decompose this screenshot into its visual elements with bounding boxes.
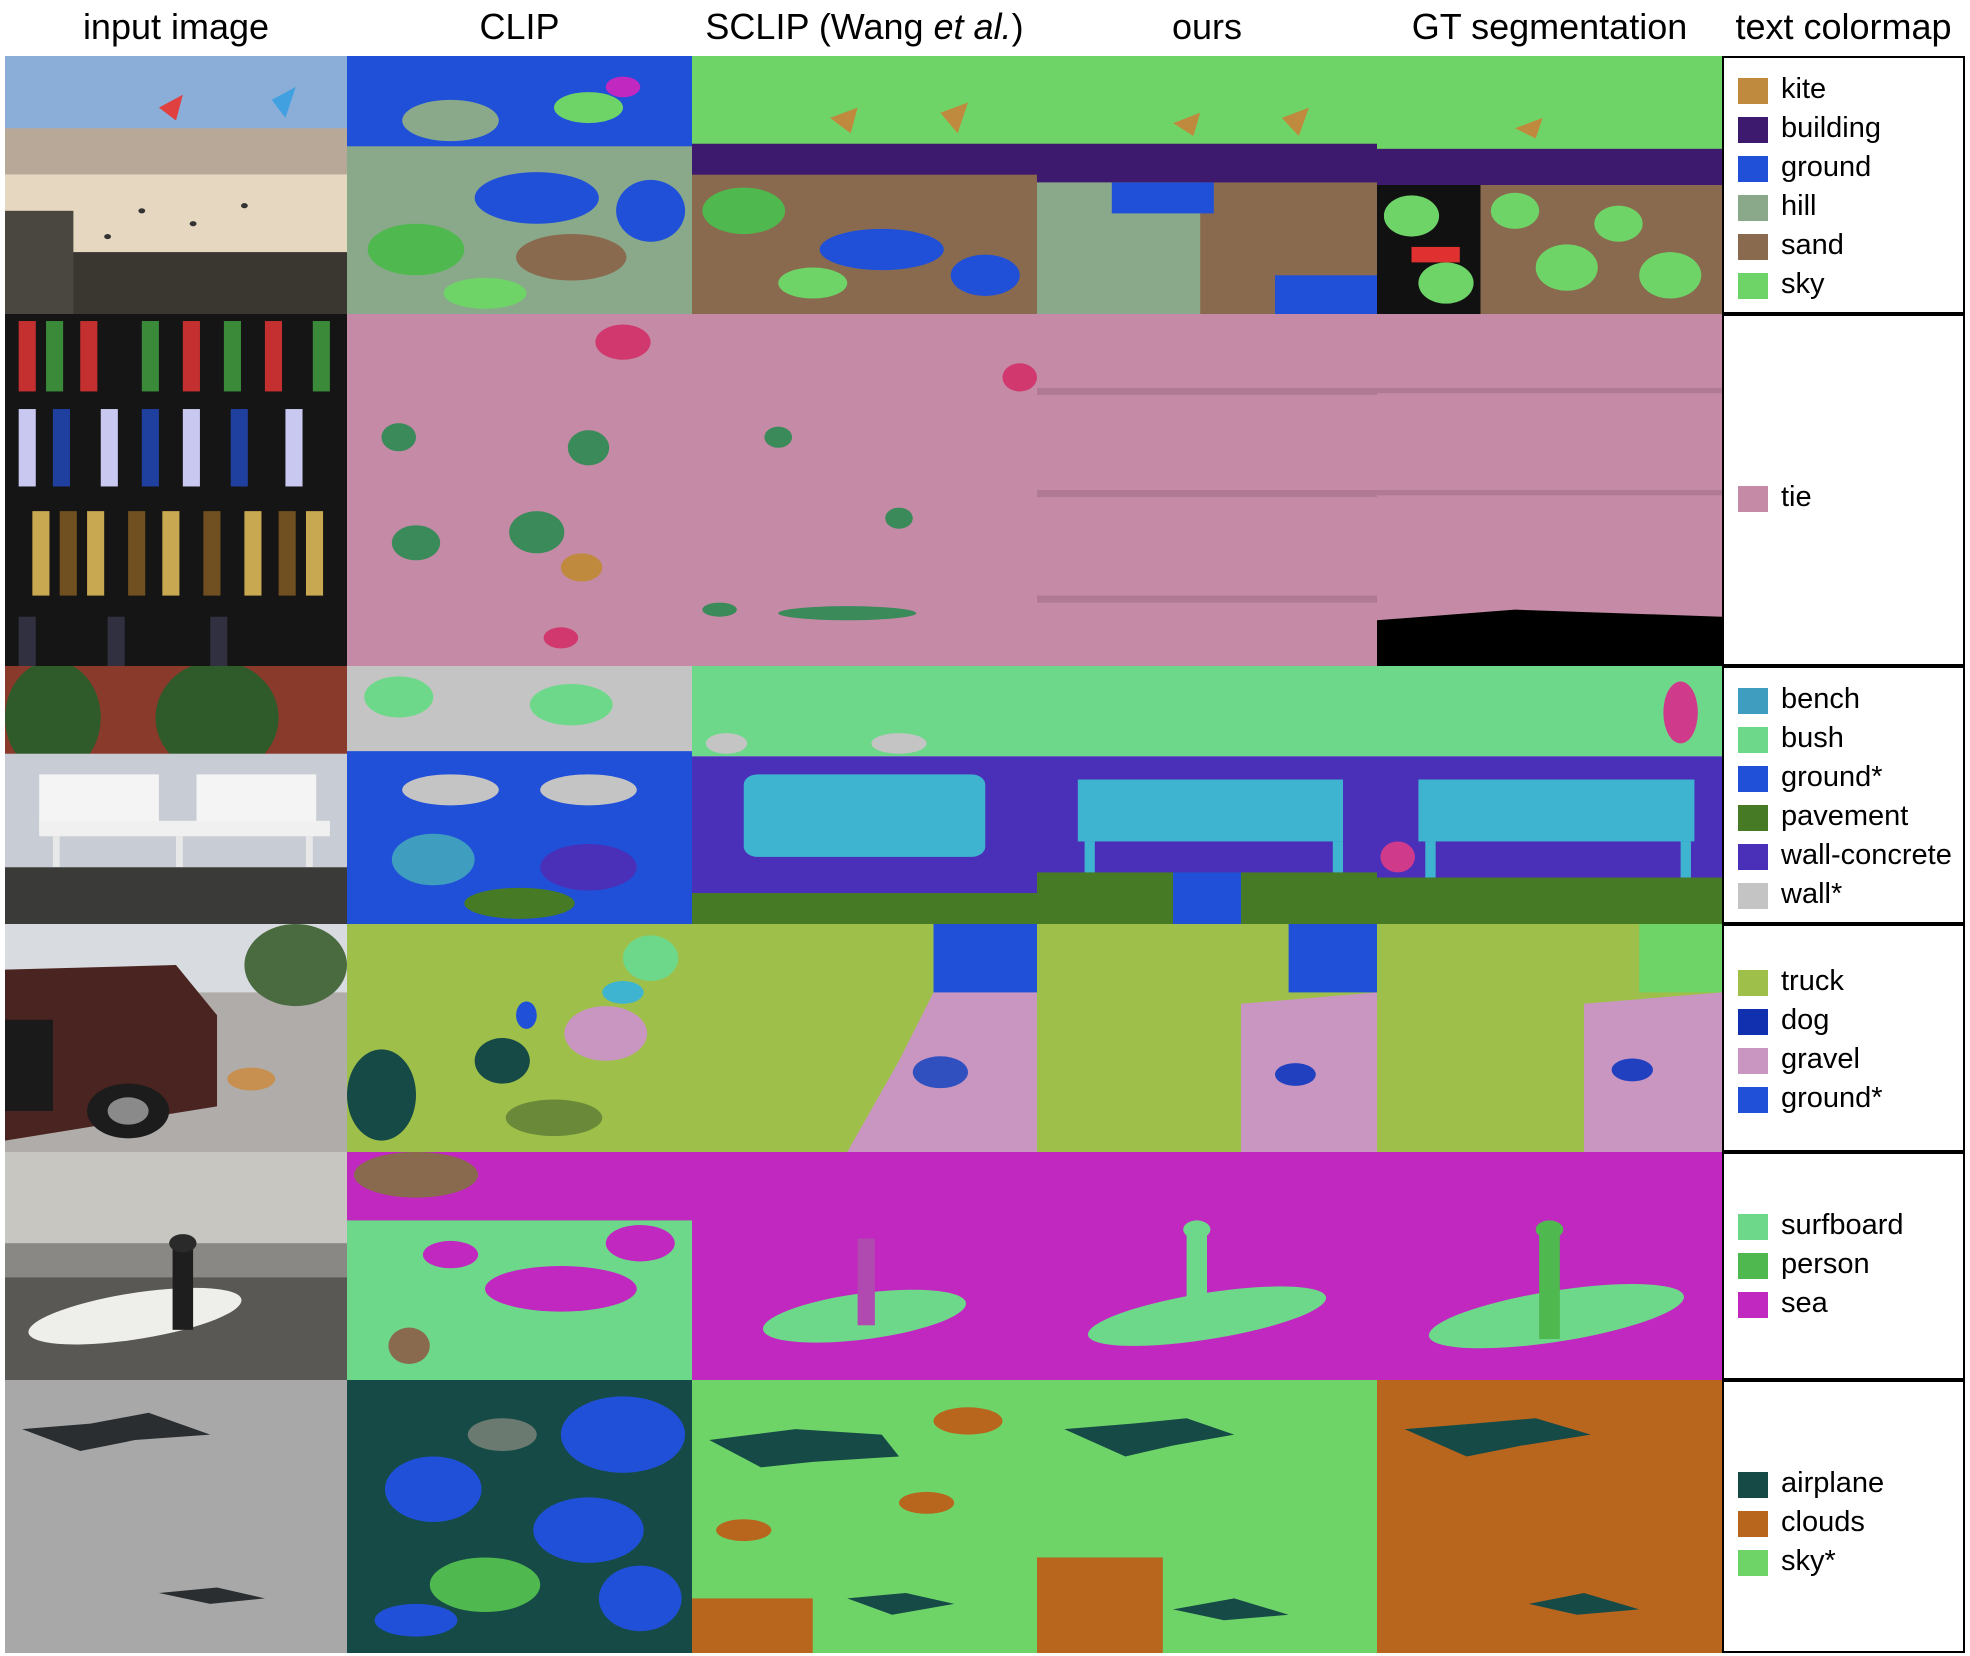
header-clip: CLIP bbox=[347, 4, 692, 50]
row5-clip-segmentation bbox=[347, 1152, 692, 1380]
row3-legend-label-pavement: pavement bbox=[1781, 800, 1909, 832]
header-ours-text: ours bbox=[1171, 6, 1243, 47]
row6-sclip-segmentation bbox=[692, 1380, 1037, 1653]
row6-legend-swatch-airplane bbox=[1738, 1472, 1768, 1498]
row4-input-image bbox=[5, 924, 347, 1152]
row4-legend-swatch-gravel bbox=[1738, 1048, 1768, 1074]
row4-legend-swatch-dog bbox=[1738, 1009, 1768, 1035]
row1-legend-label-hill: hill bbox=[1781, 190, 1817, 222]
row1-legend-label-kite: kite bbox=[1781, 73, 1827, 105]
row4-legend-label-ground: ground* bbox=[1781, 1082, 1883, 1114]
row3-legend-swatch-pavement bbox=[1738, 805, 1768, 831]
row4-legend-label-dog: dog bbox=[1781, 1004, 1830, 1036]
row1-colormap-legend: kite building ground hill sand sky bbox=[1722, 56, 1965, 314]
row6-colormap-legend: airplane clouds sky* bbox=[1722, 1380, 1965, 1653]
row3-input-image bbox=[5, 666, 347, 924]
row6-clip-segmentation bbox=[347, 1380, 692, 1653]
row3-legend-label-wall: wall* bbox=[1781, 878, 1843, 910]
row4-gt-segmentation bbox=[1377, 924, 1722, 1152]
row4-legend-label-gravel: gravel bbox=[1781, 1043, 1860, 1075]
row3-sclip-segmentation bbox=[692, 666, 1037, 924]
header-sclip: SCLIP (Wang et al.) bbox=[692, 4, 1037, 50]
row4-legend-label-truck: truck bbox=[1781, 965, 1844, 997]
row6-ours-segmentation bbox=[1037, 1380, 1377, 1653]
row6-legend-label-clouds: clouds bbox=[1781, 1506, 1865, 1538]
row1-legend-label-sand: sand bbox=[1781, 229, 1844, 261]
row5-ours-segmentation bbox=[1037, 1152, 1377, 1380]
row6-input-image bbox=[5, 1380, 347, 1653]
row3-colormap-legend: bench bush ground* pavement wall-concret… bbox=[1722, 666, 1965, 924]
row3-ours-segmentation bbox=[1037, 666, 1377, 924]
row5-gt-segmentation bbox=[1377, 1152, 1722, 1380]
header-ours: ours bbox=[1037, 4, 1377, 50]
row1-legend-swatch-sky bbox=[1738, 273, 1768, 299]
row3-legend-swatch-bench bbox=[1738, 688, 1768, 714]
row6-legend-label-airplane: airplane bbox=[1781, 1467, 1885, 1499]
row4-colormap-legend: truck dog gravel ground* bbox=[1722, 924, 1965, 1152]
row1-legend-swatch-building bbox=[1738, 117, 1768, 143]
header-gt: GT segmentation bbox=[1377, 4, 1722, 50]
row1-clip-segmentation bbox=[347, 56, 692, 314]
row2-legend-label-tie: tie bbox=[1781, 481, 1812, 513]
row4-ours-segmentation bbox=[1037, 924, 1377, 1152]
row5-input-image bbox=[5, 1152, 347, 1380]
row3-legend-swatch-bush bbox=[1738, 727, 1768, 753]
row1-gt-segmentation bbox=[1377, 56, 1722, 314]
row6-legend-label-sky: sky* bbox=[1781, 1545, 1836, 1577]
row6-gt-segmentation bbox=[1377, 1380, 1722, 1653]
row5-colormap-legend: surfboard person sea bbox=[1722, 1152, 1965, 1380]
header-input-image-text: input image bbox=[82, 6, 270, 47]
row2-colormap-legend: tie bbox=[1722, 314, 1965, 666]
header-gt-text: GT segmentation bbox=[1411, 6, 1688, 47]
header-colormap-text: text colormap bbox=[1735, 6, 1952, 47]
row3-legend-label-wall-concrete: wall-concrete bbox=[1781, 839, 1952, 871]
row2-input-image bbox=[5, 314, 347, 666]
row3-clip-segmentation bbox=[347, 666, 692, 924]
header-colormap: text colormap bbox=[1722, 4, 1965, 50]
row3-legend-swatch-wall-concrete bbox=[1738, 844, 1768, 870]
row4-legend-swatch-ground bbox=[1738, 1087, 1768, 1113]
row1-legend-label-building: building bbox=[1781, 112, 1881, 144]
header-sclip-suffix: ) bbox=[1011, 6, 1024, 47]
row2-legend-swatch-tie bbox=[1738, 486, 1768, 512]
row1-legend-label-sky: sky bbox=[1781, 268, 1825, 300]
row2-sclip-segmentation bbox=[692, 314, 1037, 666]
row2-ours-segmentation bbox=[1037, 314, 1377, 666]
row3-legend-label-bush: bush bbox=[1781, 722, 1844, 754]
row3-legend-swatch-wall bbox=[1738, 883, 1768, 909]
row5-legend-swatch-sea bbox=[1738, 1292, 1768, 1318]
row2-clip-segmentation bbox=[347, 314, 692, 666]
row5-legend-label-sea: sea bbox=[1781, 1287, 1828, 1319]
row4-legend-swatch-truck bbox=[1738, 970, 1768, 996]
row3-legend-label-bench: bench bbox=[1781, 683, 1861, 715]
row1-legend-swatch-kite bbox=[1738, 78, 1768, 104]
row5-legend-swatch-person bbox=[1738, 1253, 1768, 1279]
row3-legend-swatch-ground bbox=[1738, 766, 1768, 792]
header-sclip-italic: et al. bbox=[933, 6, 1012, 47]
row1-legend-swatch-ground bbox=[1738, 156, 1768, 182]
row1-legend-label-ground: ground bbox=[1781, 151, 1872, 183]
row5-legend-label-person: person bbox=[1781, 1248, 1870, 1280]
header-input-image: input image bbox=[5, 4, 347, 50]
row3-gt-segmentation bbox=[1377, 666, 1722, 924]
row1-legend-swatch-hill bbox=[1738, 195, 1768, 221]
row5-sclip-segmentation bbox=[692, 1152, 1037, 1380]
header-clip-text: CLIP bbox=[479, 6, 560, 47]
row1-ours-segmentation bbox=[1037, 56, 1377, 314]
row5-legend-label-surfboard: surfboard bbox=[1781, 1209, 1904, 1241]
header-sclip-text: SCLIP (Wang bbox=[705, 6, 934, 47]
row1-input-image bbox=[5, 56, 347, 314]
row5-legend-swatch-surfboard bbox=[1738, 1214, 1768, 1240]
row2-gt-segmentation bbox=[1377, 314, 1722, 666]
row6-legend-swatch-sky bbox=[1738, 1550, 1768, 1576]
row1-sclip-segmentation bbox=[692, 56, 1037, 314]
row3-legend-label-ground: ground* bbox=[1781, 761, 1883, 793]
row4-sclip-segmentation bbox=[692, 924, 1037, 1152]
row6-legend-swatch-clouds bbox=[1738, 1511, 1768, 1537]
row1-legend-swatch-sand bbox=[1738, 234, 1768, 260]
row4-clip-segmentation bbox=[347, 924, 692, 1152]
